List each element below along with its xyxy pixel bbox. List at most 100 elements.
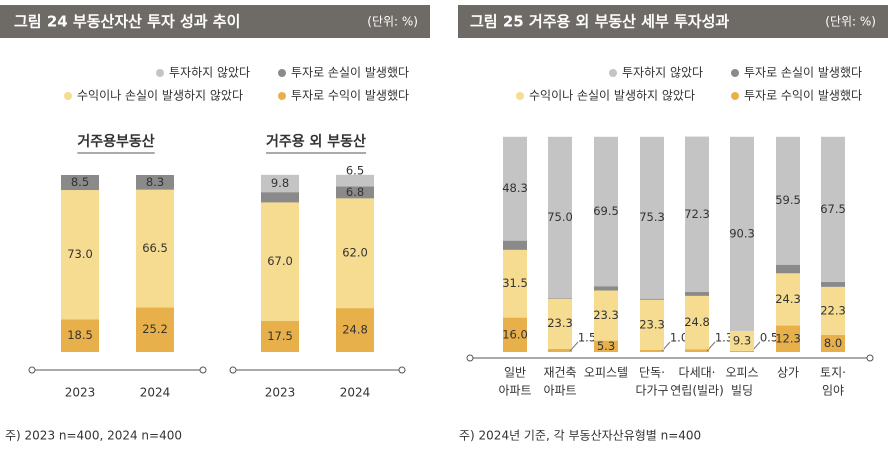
bar-segment <box>61 175 99 191</box>
legend-label: 투자하지 않았다 <box>169 66 250 80</box>
data-label: 22.3 <box>820 303 846 317</box>
data-label: 1.5 <box>578 331 596 345</box>
legend-swatch <box>278 69 286 77</box>
bar-segment <box>503 136 527 241</box>
note: 주) 2024년 기준, 각 부동산자산유형별 n=400 <box>459 429 701 443</box>
legend-swatch <box>516 92 524 100</box>
data-label: 25.2 <box>142 322 168 336</box>
bar-segment <box>776 273 800 326</box>
x-tick-label: 오피스 <box>725 366 758 380</box>
data-label: 8.5 <box>71 175 89 189</box>
bar-segment <box>685 136 709 293</box>
legend-swatch <box>731 92 739 100</box>
x-tick-label: 단독· <box>639 366 665 380</box>
bar-segment <box>503 249 527 318</box>
data-label: 16.0 <box>502 327 528 341</box>
header-bar <box>0 5 430 38</box>
bar-segment <box>336 174 374 187</box>
data-label: 75.0 <box>547 210 573 224</box>
legend-swatch <box>609 69 617 77</box>
x-tick-label: 2024 <box>340 386 371 400</box>
data-label: 66.5 <box>142 241 168 255</box>
legend-label: 투자로 손실이 발생했다 <box>291 66 409 80</box>
bar-segment <box>640 136 664 299</box>
legend-label: 투자로 손실이 발생했다 <box>744 66 862 80</box>
bar-segment <box>503 240 527 250</box>
axis-end <box>466 354 474 362</box>
legend-label: 수익이나 손실이 발생하지 않았다 <box>529 89 695 103</box>
bar-segment <box>821 286 845 335</box>
legend-swatch <box>64 92 72 100</box>
panel-title: 그림 25 거주용 외 부동산 세부 투자성과 <box>470 13 729 31</box>
data-label: 12.3 <box>775 331 801 345</box>
data-label: 1.0 <box>670 331 688 345</box>
data-label: 23.3 <box>593 308 619 322</box>
data-label: 18.5 <box>67 328 93 342</box>
note: 주) 2023 n=400, 2024 n=400 <box>5 429 182 443</box>
legend-label: 투자로 수익이 발생했다 <box>744 89 862 103</box>
axis-end <box>199 366 207 374</box>
bar-segment <box>336 198 374 309</box>
data-label: 6.5 <box>346 163 364 177</box>
bar-segment <box>548 298 572 349</box>
bar-segment <box>136 175 174 190</box>
data-label: 8.3 <box>146 175 164 189</box>
x-tick-label: 2023 <box>65 386 96 400</box>
legend-swatch <box>731 69 739 77</box>
data-label: 62.0 <box>342 246 368 260</box>
data-label: 23.3 <box>639 317 665 331</box>
x-tick-label: 연립(빌라) <box>670 384 724 398</box>
bar-segment <box>548 136 572 299</box>
bar-segment <box>776 264 800 274</box>
bar-segment <box>594 286 618 291</box>
legend-label: 수익이나 손실이 발생하지 않았다 <box>77 89 243 103</box>
header-bar <box>458 5 888 38</box>
bar-segment <box>776 136 800 265</box>
x-tick-label: 임야 <box>822 384 844 398</box>
data-label: 24.8 <box>684 315 710 329</box>
axis-end <box>229 366 237 374</box>
bar-segment <box>730 330 754 351</box>
data-label: 69.5 <box>593 204 619 218</box>
x-tick-label: 아파트 <box>543 384 576 398</box>
x-tick-label: 토지· <box>820 366 846 380</box>
data-label: 9.3 <box>733 333 751 347</box>
data-label: 90.3 <box>729 226 755 240</box>
data-label: 6.8 <box>346 185 364 199</box>
data-label: 75.3 <box>639 210 665 224</box>
bar-segment <box>821 136 845 282</box>
callout-line <box>569 341 579 352</box>
data-label: 5.3 <box>597 339 615 353</box>
bar-segment <box>261 192 299 203</box>
x-tick-label: 아파트 <box>498 384 531 398</box>
x-tick-label: 다세대· <box>679 366 716 380</box>
data-label: 59.5 <box>775 193 801 207</box>
bar-segment <box>594 290 618 341</box>
x-tick-label: 다가구 <box>635 384 668 398</box>
unit: (단위: %) <box>367 15 418 29</box>
data-label: 67.5 <box>820 202 846 216</box>
axis-end <box>28 366 36 374</box>
bar-segment <box>548 298 572 299</box>
data-label: 23.3 <box>547 316 573 330</box>
legend-label: 투자로 수익이 발생했다 <box>291 89 409 103</box>
bar-segment <box>730 350 754 352</box>
bar-segment <box>640 299 664 350</box>
x-tick-label: 재건축 <box>543 366 576 380</box>
bar-segment <box>685 295 709 350</box>
x-tick-label: 오피스텔 <box>584 366 628 380</box>
data-label: 72.3 <box>684 207 710 221</box>
data-label: 67.0 <box>267 254 293 268</box>
data-label: 8.0 <box>824 336 842 350</box>
bar-segment <box>685 349 709 352</box>
bar-segment <box>136 307 174 352</box>
bar-segment <box>61 319 99 352</box>
panel-title: 그림 24 부동산자산 투자 성과 추이 <box>14 13 240 31</box>
legend-swatch <box>278 92 286 100</box>
bar-segment <box>776 325 800 352</box>
bar-segment <box>61 190 99 320</box>
legend-label: 투자하지 않았다 <box>622 66 703 80</box>
legend-swatch <box>156 69 164 77</box>
bar-segment <box>730 136 754 331</box>
bar-segment <box>685 292 709 296</box>
